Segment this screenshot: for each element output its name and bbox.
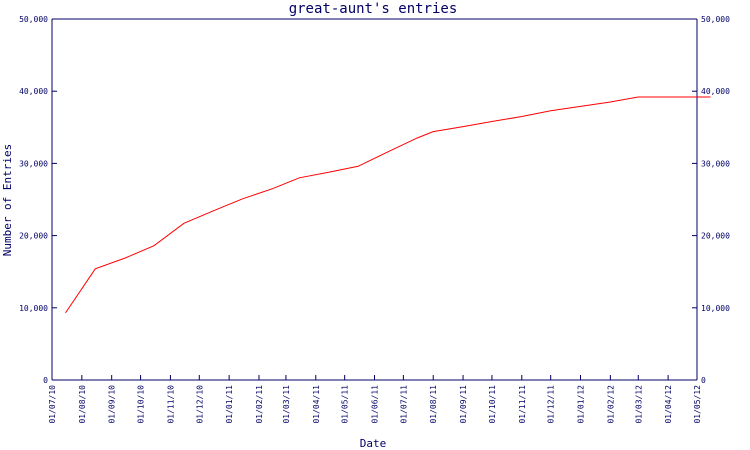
x-tick-label: 01/05/12 [693, 385, 702, 424]
y-tick-label-left: 20,000 [19, 232, 48, 241]
y-tick-label-left: 10,000 [19, 304, 48, 313]
y-tick-label-right: 30,000 [701, 159, 730, 168]
series-line-entries [65, 96, 711, 314]
y-tick-label-left: 40,000 [19, 87, 48, 96]
x-tick-label: 01/01/12 [577, 385, 586, 424]
x-tick-label: 01/11/10 [166, 385, 175, 424]
y-tick-label-right: 50,000 [701, 15, 730, 24]
y-axis-title: Number of Entries [1, 144, 14, 257]
x-tick-label: 01/07/11 [399, 385, 408, 424]
y-tick-label-right: 40,000 [701, 87, 730, 96]
x-tick-label: 01/04/11 [312, 385, 321, 424]
y-tick-label-left: 0 [43, 376, 48, 385]
y-tick-label-right: 20,000 [701, 232, 730, 241]
x-tick-label: 01/12/10 [195, 385, 204, 424]
x-tick-label: 01/10/11 [488, 385, 497, 424]
x-tick-label: 01/12/11 [547, 385, 556, 424]
x-tick-label: 01/11/11 [518, 385, 527, 424]
x-tick-label: 01/09/10 [108, 385, 117, 424]
chart-title: great-aunt's entries [289, 1, 458, 17]
plot-area: 0 0 10,000 10,000 20,000 20,000 30,000 30,000 40… [19, 15, 730, 424]
x-tick-label: 01/01/11 [225, 385, 234, 424]
x-tick-label: 01/10/10 [137, 385, 146, 424]
y-tick-label-left: 30,000 [19, 159, 48, 168]
x-tick-label: 01/08/10 [78, 385, 87, 424]
y-tick-label-left: 50,000 [19, 15, 48, 24]
x-tick-label: 01/09/11 [459, 385, 468, 424]
x-axis-title: Date [360, 437, 387, 450]
x-tick-label: 01/03/11 [282, 385, 291, 424]
x-tick-label: 01/03/12 [634, 385, 643, 424]
x-tick-label: 01/07/10 [48, 385, 57, 424]
x-tick-label: 01/02/12 [606, 385, 615, 424]
y-tick-label-right: 10,000 [701, 304, 730, 313]
y-tick-label-right: 0 [701, 376, 706, 385]
x-tick-label: 01/02/11 [255, 385, 264, 424]
x-tick-label: 01/08/11 [429, 385, 438, 424]
x-tick-label: 01/04/12 [664, 385, 673, 424]
x-tick-label: 01/06/11 [371, 385, 380, 424]
x-tick-label: 01/05/11 [341, 385, 350, 424]
